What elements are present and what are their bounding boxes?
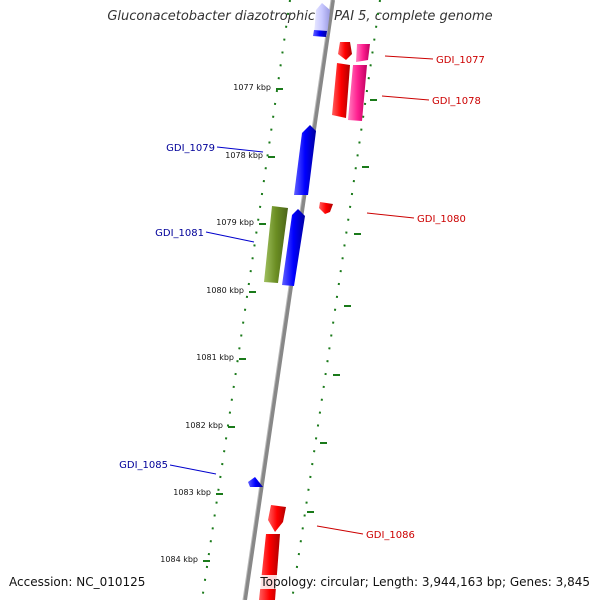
gene-label-gdi-1078[interactable]: GDI_1078 [432, 96, 481, 107]
scale-label-1082: 1082 kbp [185, 421, 223, 430]
scale-tick-marks [203, 88, 283, 562]
gene-gdi-1085[interactable] [248, 477, 263, 487]
gene-gdi-1078a[interactable] [332, 63, 350, 118]
scale-label-1080: 1080 kbp [206, 286, 244, 295]
scale-label-1078: 1078 kbp [225, 151, 263, 160]
scale-label-1079: 1079 kbp [216, 218, 254, 227]
genome-backbone-highlight [242, 0, 332, 600]
genome-summary-text: Topology: circular; Length: 3,944,163 bp… [257, 575, 590, 589]
outer-tick-track [291, 0, 381, 600]
scale-label-1081: 1081 kbp [196, 353, 234, 362]
gene-label-gdi-1080[interactable]: GDI_1080 [417, 214, 466, 225]
gene-label-gdi-1077[interactable]: GDI_1077 [436, 55, 485, 66]
gene-gdi-1086b[interactable] [259, 534, 280, 600]
gene-label-gdi-1085[interactable]: GDI_1085 [119, 460, 168, 471]
gene-gdi-1080[interactable] [319, 202, 333, 214]
gene-gdi-1077a[interactable] [338, 42, 352, 60]
gene-label-gdi-1081[interactable]: GDI_1081 [155, 228, 204, 239]
scale-label-1084: 1084 kbp [160, 555, 198, 564]
gene-gdi-1081-green[interactable] [264, 206, 288, 283]
outer-tick-marks [307, 99, 377, 513]
gene-label-gdi-1079[interactable]: GDI_1079 [166, 143, 215, 154]
reverse-leader-lines [169, 146, 264, 475]
inner-tick-track [201, 0, 291, 600]
forward-leader-lines [316, 55, 434, 535]
gene-gdi-1077b[interactable] [356, 44, 370, 62]
scale-label-1083: 1083 kbp [173, 488, 211, 497]
map-title: Gluconacetobacter diazotrophicus PAI 5, … [107, 9, 493, 24]
genome-backbone [243, 0, 335, 600]
gene-gdi-1086a[interactable] [268, 505, 286, 532]
gene-gdi-1079[interactable] [294, 125, 316, 195]
scale-label-1077: 1077 kbp [233, 83, 271, 92]
gene-label-gdi-1086[interactable]: GDI_1086 [366, 530, 415, 541]
accession-text: Accession: NC_010125 [9, 575, 146, 589]
gene-gdi-1078b[interactable] [348, 65, 367, 121]
gene-top-faded[interactable] [314, 3, 330, 36]
gene-top-blue[interactable] [313, 30, 327, 37]
gene-gdi-1081[interactable] [282, 209, 305, 286]
